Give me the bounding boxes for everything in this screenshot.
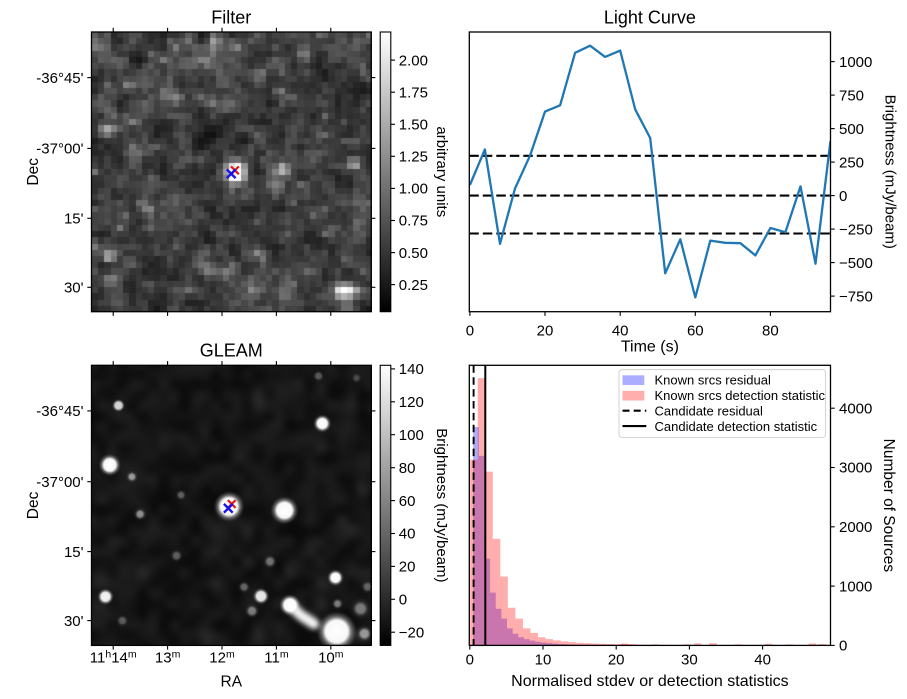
svg-text:−500: −500 xyxy=(839,255,873,272)
svg-text:1.50: 1.50 xyxy=(399,117,428,134)
svg-text:2.00: 2.00 xyxy=(399,52,428,69)
svg-text:0: 0 xyxy=(466,323,474,340)
svg-text:RA: RA xyxy=(221,674,243,691)
svg-text:1.00: 1.00 xyxy=(399,181,428,198)
svg-text:4000: 4000 xyxy=(839,400,872,417)
svg-text:Candidate residual: Candidate residual xyxy=(655,404,764,419)
svg-text:−20: −20 xyxy=(399,624,424,641)
svg-text:40: 40 xyxy=(754,652,771,669)
svg-text:3000: 3000 xyxy=(839,460,872,477)
svg-text:20: 20 xyxy=(537,323,554,340)
svg-text:11m: 11m xyxy=(264,649,289,667)
svg-text:−750: −750 xyxy=(839,288,873,305)
svg-text:500: 500 xyxy=(839,121,864,138)
svg-text:60: 60 xyxy=(399,493,416,510)
svg-text:-36°45': -36°45' xyxy=(36,70,83,87)
svg-text:0: 0 xyxy=(466,652,474,669)
svg-text:11h14m: 11h14m xyxy=(90,649,137,667)
svg-text:Dec: Dec xyxy=(25,158,42,186)
svg-text:60: 60 xyxy=(687,323,704,340)
svg-text:10: 10 xyxy=(535,652,552,669)
svg-text:10m: 10m xyxy=(318,649,344,667)
svg-text:140: 140 xyxy=(399,361,424,378)
svg-text:20: 20 xyxy=(399,559,416,576)
svg-text:15': 15' xyxy=(64,211,84,228)
svg-text:arbitrary units: arbitrary units xyxy=(433,126,450,217)
svg-text:15': 15' xyxy=(64,544,84,561)
svg-text:-37°00': -37°00' xyxy=(36,141,83,158)
svg-text:100: 100 xyxy=(399,427,424,444)
svg-text:−250: −250 xyxy=(839,221,873,238)
svg-text:40: 40 xyxy=(399,526,416,543)
svg-text:12m: 12m xyxy=(209,649,235,667)
svg-text:80: 80 xyxy=(762,323,779,340)
svg-text:13m: 13m xyxy=(155,649,181,667)
svg-text:0.75: 0.75 xyxy=(399,213,428,230)
svg-text:30': 30' xyxy=(64,280,84,297)
svg-text:1.75: 1.75 xyxy=(399,84,428,101)
svg-text:30': 30' xyxy=(64,613,84,630)
svg-text:Brightness (mJy/beam): Brightness (mJy/beam) xyxy=(433,428,450,582)
svg-text:0.50: 0.50 xyxy=(399,245,428,262)
svg-text:0: 0 xyxy=(839,638,847,655)
svg-text:1.25: 1.25 xyxy=(399,149,428,166)
svg-text:Dec: Dec xyxy=(25,491,42,519)
svg-text:Known srcs detection statistic: Known srcs detection statistic xyxy=(655,388,826,403)
svg-text:Number of Sources: Number of Sources xyxy=(880,439,897,573)
svg-text:0: 0 xyxy=(839,188,847,205)
svg-text:120: 120 xyxy=(399,394,424,411)
svg-text:250: 250 xyxy=(839,154,864,171)
svg-text:0: 0 xyxy=(399,592,407,609)
svg-text:0.25: 0.25 xyxy=(399,277,428,294)
svg-text:Time (s): Time (s) xyxy=(621,339,679,356)
svg-text:1000: 1000 xyxy=(839,578,872,595)
svg-text:40: 40 xyxy=(612,323,629,340)
svg-text:2000: 2000 xyxy=(839,519,872,536)
svg-text:80: 80 xyxy=(399,460,416,477)
svg-text:Candidate detection statistic: Candidate detection statistic xyxy=(655,419,818,434)
svg-text:30: 30 xyxy=(681,652,698,669)
svg-text:Light Curve: Light Curve xyxy=(604,8,696,28)
svg-text:Brightness (mJy/beam): Brightness (mJy/beam) xyxy=(882,95,899,249)
svg-text:GLEAM: GLEAM xyxy=(200,341,263,361)
svg-text:Known srcs residual: Known srcs residual xyxy=(655,373,771,388)
svg-text:-36°45': -36°45' xyxy=(36,403,83,420)
svg-text:750: 750 xyxy=(839,87,864,104)
svg-text:-37°00': -37°00' xyxy=(36,474,83,491)
svg-text:Filter: Filter xyxy=(211,8,251,28)
svg-text:1000: 1000 xyxy=(839,54,872,71)
svg-text:20: 20 xyxy=(608,652,625,669)
svg-text:Normalised stdev or detection: Normalised stdev or detection statistics xyxy=(511,673,788,690)
